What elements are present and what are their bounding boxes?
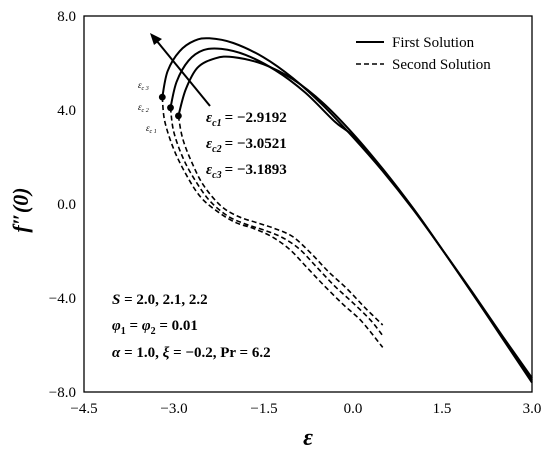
y-tick-label: −8.0 — [49, 385, 76, 401]
x-tick-label: 1.5 — [433, 401, 452, 417]
x-tick-label: −1.5 — [250, 401, 277, 417]
critical-point-marker — [158, 93, 166, 101]
critical-values-annotation: εc1 = −2.9192 εc2 = −3.0521 εc3 = −3.1893 — [206, 110, 287, 181]
x-tick-label: −4.5 — [70, 401, 97, 417]
x-tick-label: 3.0 — [523, 401, 542, 417]
critical-value-c1: εc1 = −2.9192 — [206, 110, 287, 129]
point-label-c3: εc 3 — [138, 80, 149, 92]
critical-value-c3: εc3 = −3.1893 — [206, 162, 287, 181]
legend-second-solution: Second Solution — [392, 57, 491, 73]
parameters-annotation: S = 2.0, 2.1, 2.2 φ1 = φ2 = 0.01 α = 1.0… — [112, 292, 271, 361]
y-tick-label: −4.0 — [49, 291, 76, 307]
critical-value-c2: εc2 = −3.0521 — [206, 136, 287, 155]
x-tick-label: −3.0 — [160, 401, 187, 417]
x-tick-label: 0.0 — [344, 401, 363, 417]
y-tick-label: 0.0 — [57, 197, 76, 213]
legend: First Solution Second Solution — [356, 35, 491, 73]
first-solution-line — [161, 37, 533, 379]
point-label-c2: εc 2 — [138, 102, 149, 114]
second-solution-line — [169, 107, 384, 337]
plot-frame — [83, 15, 533, 393]
param-phi: φ1 = φ2 = 0.01 — [112, 318, 198, 337]
critical-points-layer — [158, 93, 182, 120]
y-tick-label: 4.0 — [57, 103, 76, 119]
param-s: S = 2.0, 2.1, 2.2 — [112, 292, 208, 308]
critical-point-marker — [167, 104, 174, 112]
x-tick-labels: −4.5 −3.0 −1.5 0.0 1.5 3.0 — [70, 401, 541, 417]
param-alpha-xi-pr: α = 1.0, ξ = −0.2, Pr = 6.2 — [112, 345, 271, 361]
second-solution-line — [177, 115, 384, 326]
series-layer — [161, 37, 533, 384]
second-solution-line — [161, 97, 384, 348]
direction-arrow — [150, 33, 211, 107]
x-axis-label: ε — [303, 425, 313, 451]
legend-first-solution: First Solution — [392, 35, 475, 51]
point-label-c1: εc 1 — [146, 123, 157, 135]
y-tick-label: 8.0 — [57, 9, 76, 25]
critical-point-marker — [175, 112, 182, 120]
y-tick-labels: 8.0 4.0 0.0 −4.0 −8.0 — [49, 9, 76, 401]
critical-point-labels: εc 3 εc 2 εc 1 — [138, 80, 157, 135]
y-axis-label: f″(0) — [8, 187, 33, 232]
